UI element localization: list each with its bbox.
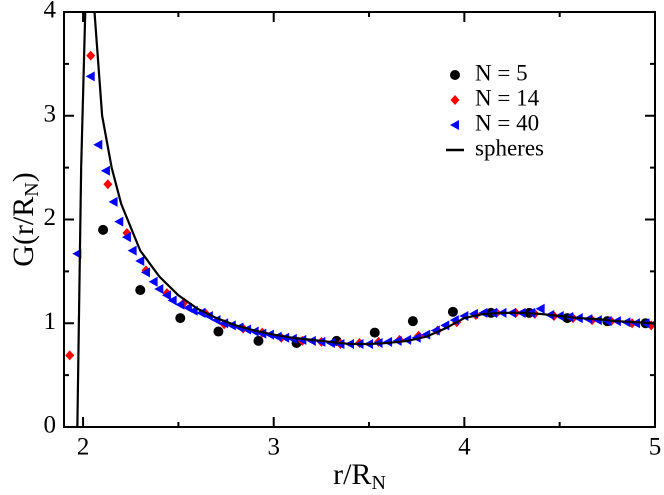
label-part: N <box>371 472 385 494</box>
label-part: G(r/R <box>7 197 40 267</box>
point <box>103 179 113 190</box>
point <box>154 284 164 295</box>
point <box>114 216 124 227</box>
x-tick-label: 3 <box>267 434 280 461</box>
x-tick-label: 4 <box>458 434 471 461</box>
point <box>148 276 158 287</box>
y-tick-label: 0 <box>44 412 57 439</box>
point <box>450 95 460 105</box>
point <box>226 320 236 331</box>
plot-area <box>65 12 655 427</box>
point <box>280 332 290 343</box>
point <box>213 326 224 337</box>
point <box>135 256 145 266</box>
legend-label: N = 5 <box>475 60 528 85</box>
point <box>450 70 460 80</box>
point <box>140 267 150 278</box>
y-tick-label: 4 <box>44 0 57 24</box>
x-tick-label: 5 <box>649 434 662 461</box>
x-tick-label: 2 <box>77 434 90 461</box>
label-part: N <box>21 182 43 196</box>
y-axis-label: G(r/RN) <box>7 172 43 266</box>
legend-label: N = 14 <box>475 85 540 110</box>
point <box>65 350 75 361</box>
point <box>98 224 109 235</box>
point <box>121 232 131 243</box>
legend-label: N = 40 <box>475 110 539 135</box>
point <box>272 331 282 342</box>
point <box>167 295 177 306</box>
x-axis-label: r/RN <box>333 458 386 494</box>
point <box>108 196 118 207</box>
point <box>450 120 459 130</box>
point <box>369 327 380 338</box>
point <box>182 302 192 313</box>
point <box>175 313 186 324</box>
point <box>127 245 137 256</box>
point <box>135 285 146 296</box>
point <box>253 335 264 346</box>
point <box>287 333 297 344</box>
point <box>411 332 421 343</box>
point <box>257 328 267 339</box>
point <box>234 322 244 333</box>
point <box>407 316 418 327</box>
label-part: r/R <box>333 458 371 491</box>
point <box>100 165 110 176</box>
point <box>161 290 171 301</box>
point <box>175 299 185 310</box>
point <box>86 50 96 61</box>
point <box>85 71 95 82</box>
point <box>203 310 213 321</box>
point <box>447 306 458 317</box>
y-tick-label: 2 <box>44 204 57 231</box>
y-tick-label: 1 <box>44 308 57 335</box>
legend-label: spheres <box>475 135 544 160</box>
point <box>242 324 252 335</box>
point <box>249 326 259 337</box>
point <box>535 303 545 314</box>
y-tick-label: 3 <box>44 100 57 127</box>
point <box>478 307 488 318</box>
frame <box>63 11 656 428</box>
line <box>76 12 655 427</box>
point <box>93 139 103 150</box>
label-part: ) <box>7 172 40 182</box>
